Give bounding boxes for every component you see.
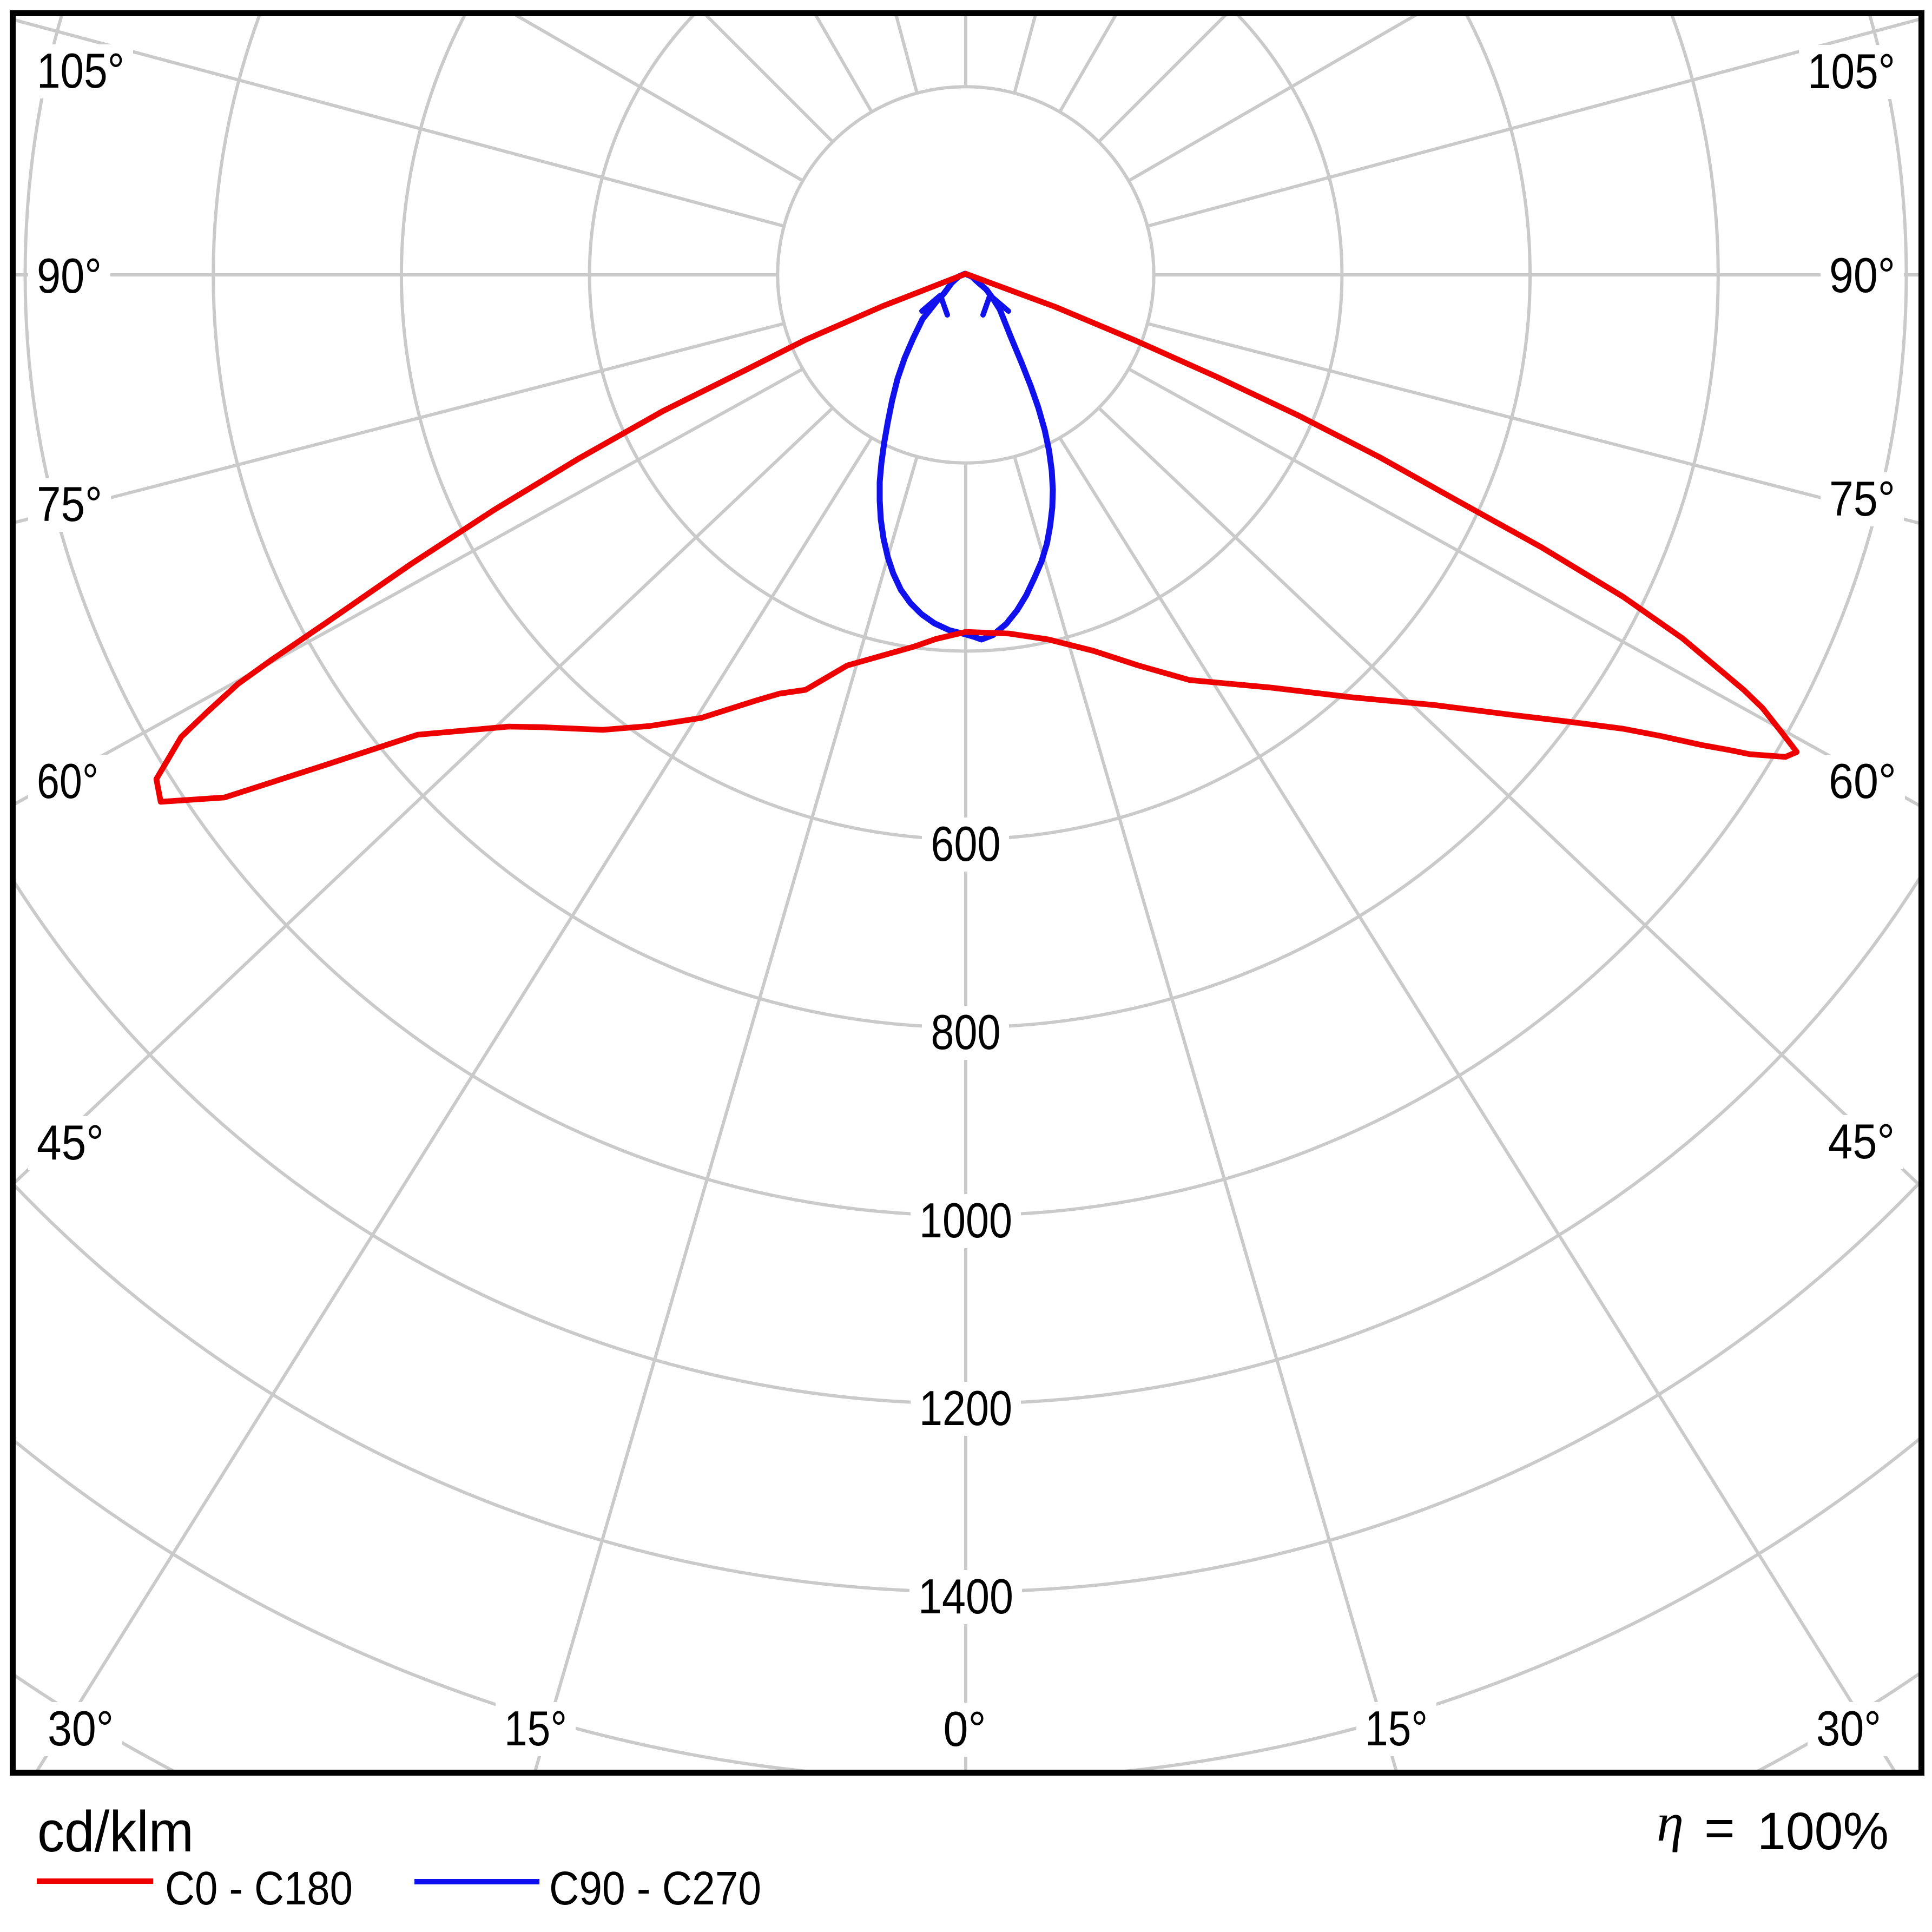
svg-text:90°: 90° xyxy=(37,249,102,304)
svg-text:=: = xyxy=(1704,1798,1735,1857)
svg-text:75°: 75° xyxy=(37,477,102,532)
svg-text:30°: 30° xyxy=(1816,1702,1881,1756)
svg-text:105°: 105° xyxy=(1808,44,1895,99)
svg-text:45°: 45° xyxy=(37,1116,104,1170)
svg-text:1000: 1000 xyxy=(919,1194,1012,1248)
svg-text:800: 800 xyxy=(931,1005,1001,1060)
svg-text:60°: 60° xyxy=(37,754,98,809)
svg-text:15°: 15° xyxy=(1365,1702,1428,1756)
svg-text:C90 - C270: C90 - C270 xyxy=(549,1862,761,1915)
svg-text:30°: 30° xyxy=(48,1702,114,1756)
svg-text:60°: 60° xyxy=(1829,754,1896,809)
svg-text:0°: 0° xyxy=(944,1702,986,1757)
svg-text:cd/klm: cd/klm xyxy=(37,1799,194,1864)
svg-text:1200: 1200 xyxy=(919,1381,1012,1436)
svg-text:100%: 100% xyxy=(1757,1802,1889,1861)
svg-text:1400: 1400 xyxy=(918,1570,1013,1624)
svg-text:η: η xyxy=(1657,1792,1684,1852)
svg-text:45°: 45° xyxy=(1828,1115,1895,1169)
svg-text:C0 - C180: C0 - C180 xyxy=(165,1862,353,1915)
svg-text:105°: 105° xyxy=(37,44,124,98)
svg-text:90°: 90° xyxy=(1829,248,1895,303)
svg-text:15°: 15° xyxy=(504,1702,567,1756)
svg-text:600: 600 xyxy=(931,817,1001,872)
svg-text:75°: 75° xyxy=(1829,472,1895,526)
